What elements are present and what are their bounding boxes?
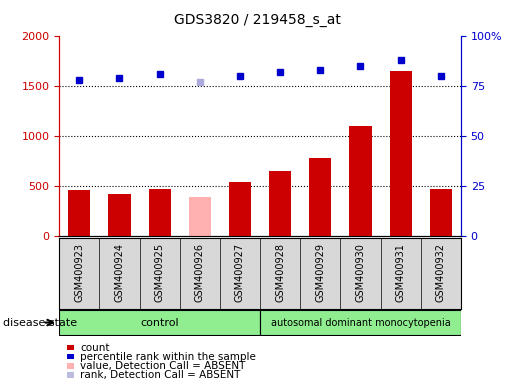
Text: GSM400926: GSM400926 (195, 243, 205, 302)
Text: control: control (140, 318, 179, 328)
Text: GSM400932: GSM400932 (436, 243, 446, 302)
Text: GSM400931: GSM400931 (396, 243, 406, 302)
Text: disease state: disease state (3, 318, 77, 328)
Text: percentile rank within the sample: percentile rank within the sample (80, 352, 256, 362)
Text: GSM400930: GSM400930 (355, 243, 366, 302)
Bar (310, 158, 331, 236)
Text: value, Detection Call = ABSENT: value, Detection Call = ABSENT (80, 361, 246, 371)
FancyBboxPatch shape (59, 310, 260, 336)
Bar (68, 190, 90, 236)
Bar (350, 126, 371, 236)
Text: GSM400925: GSM400925 (154, 243, 165, 302)
Text: GDS3820 / 219458_s_at: GDS3820 / 219458_s_at (174, 13, 341, 27)
Bar (109, 194, 130, 236)
Bar (269, 171, 291, 236)
Text: GSM400924: GSM400924 (114, 243, 125, 302)
FancyBboxPatch shape (260, 310, 461, 336)
Text: GSM400927: GSM400927 (235, 243, 245, 302)
Text: autosomal dominant monocytopenia: autosomal dominant monocytopenia (270, 318, 451, 328)
Text: count: count (80, 343, 110, 353)
Bar (430, 189, 452, 236)
Text: GSM400929: GSM400929 (315, 243, 325, 302)
Bar (189, 197, 211, 236)
Bar (149, 189, 170, 236)
Text: GSM400928: GSM400928 (275, 243, 285, 302)
Bar (229, 182, 251, 236)
Text: rank, Detection Call = ABSENT: rank, Detection Call = ABSENT (80, 370, 241, 380)
Text: GSM400923: GSM400923 (74, 243, 84, 302)
Bar (390, 71, 411, 236)
